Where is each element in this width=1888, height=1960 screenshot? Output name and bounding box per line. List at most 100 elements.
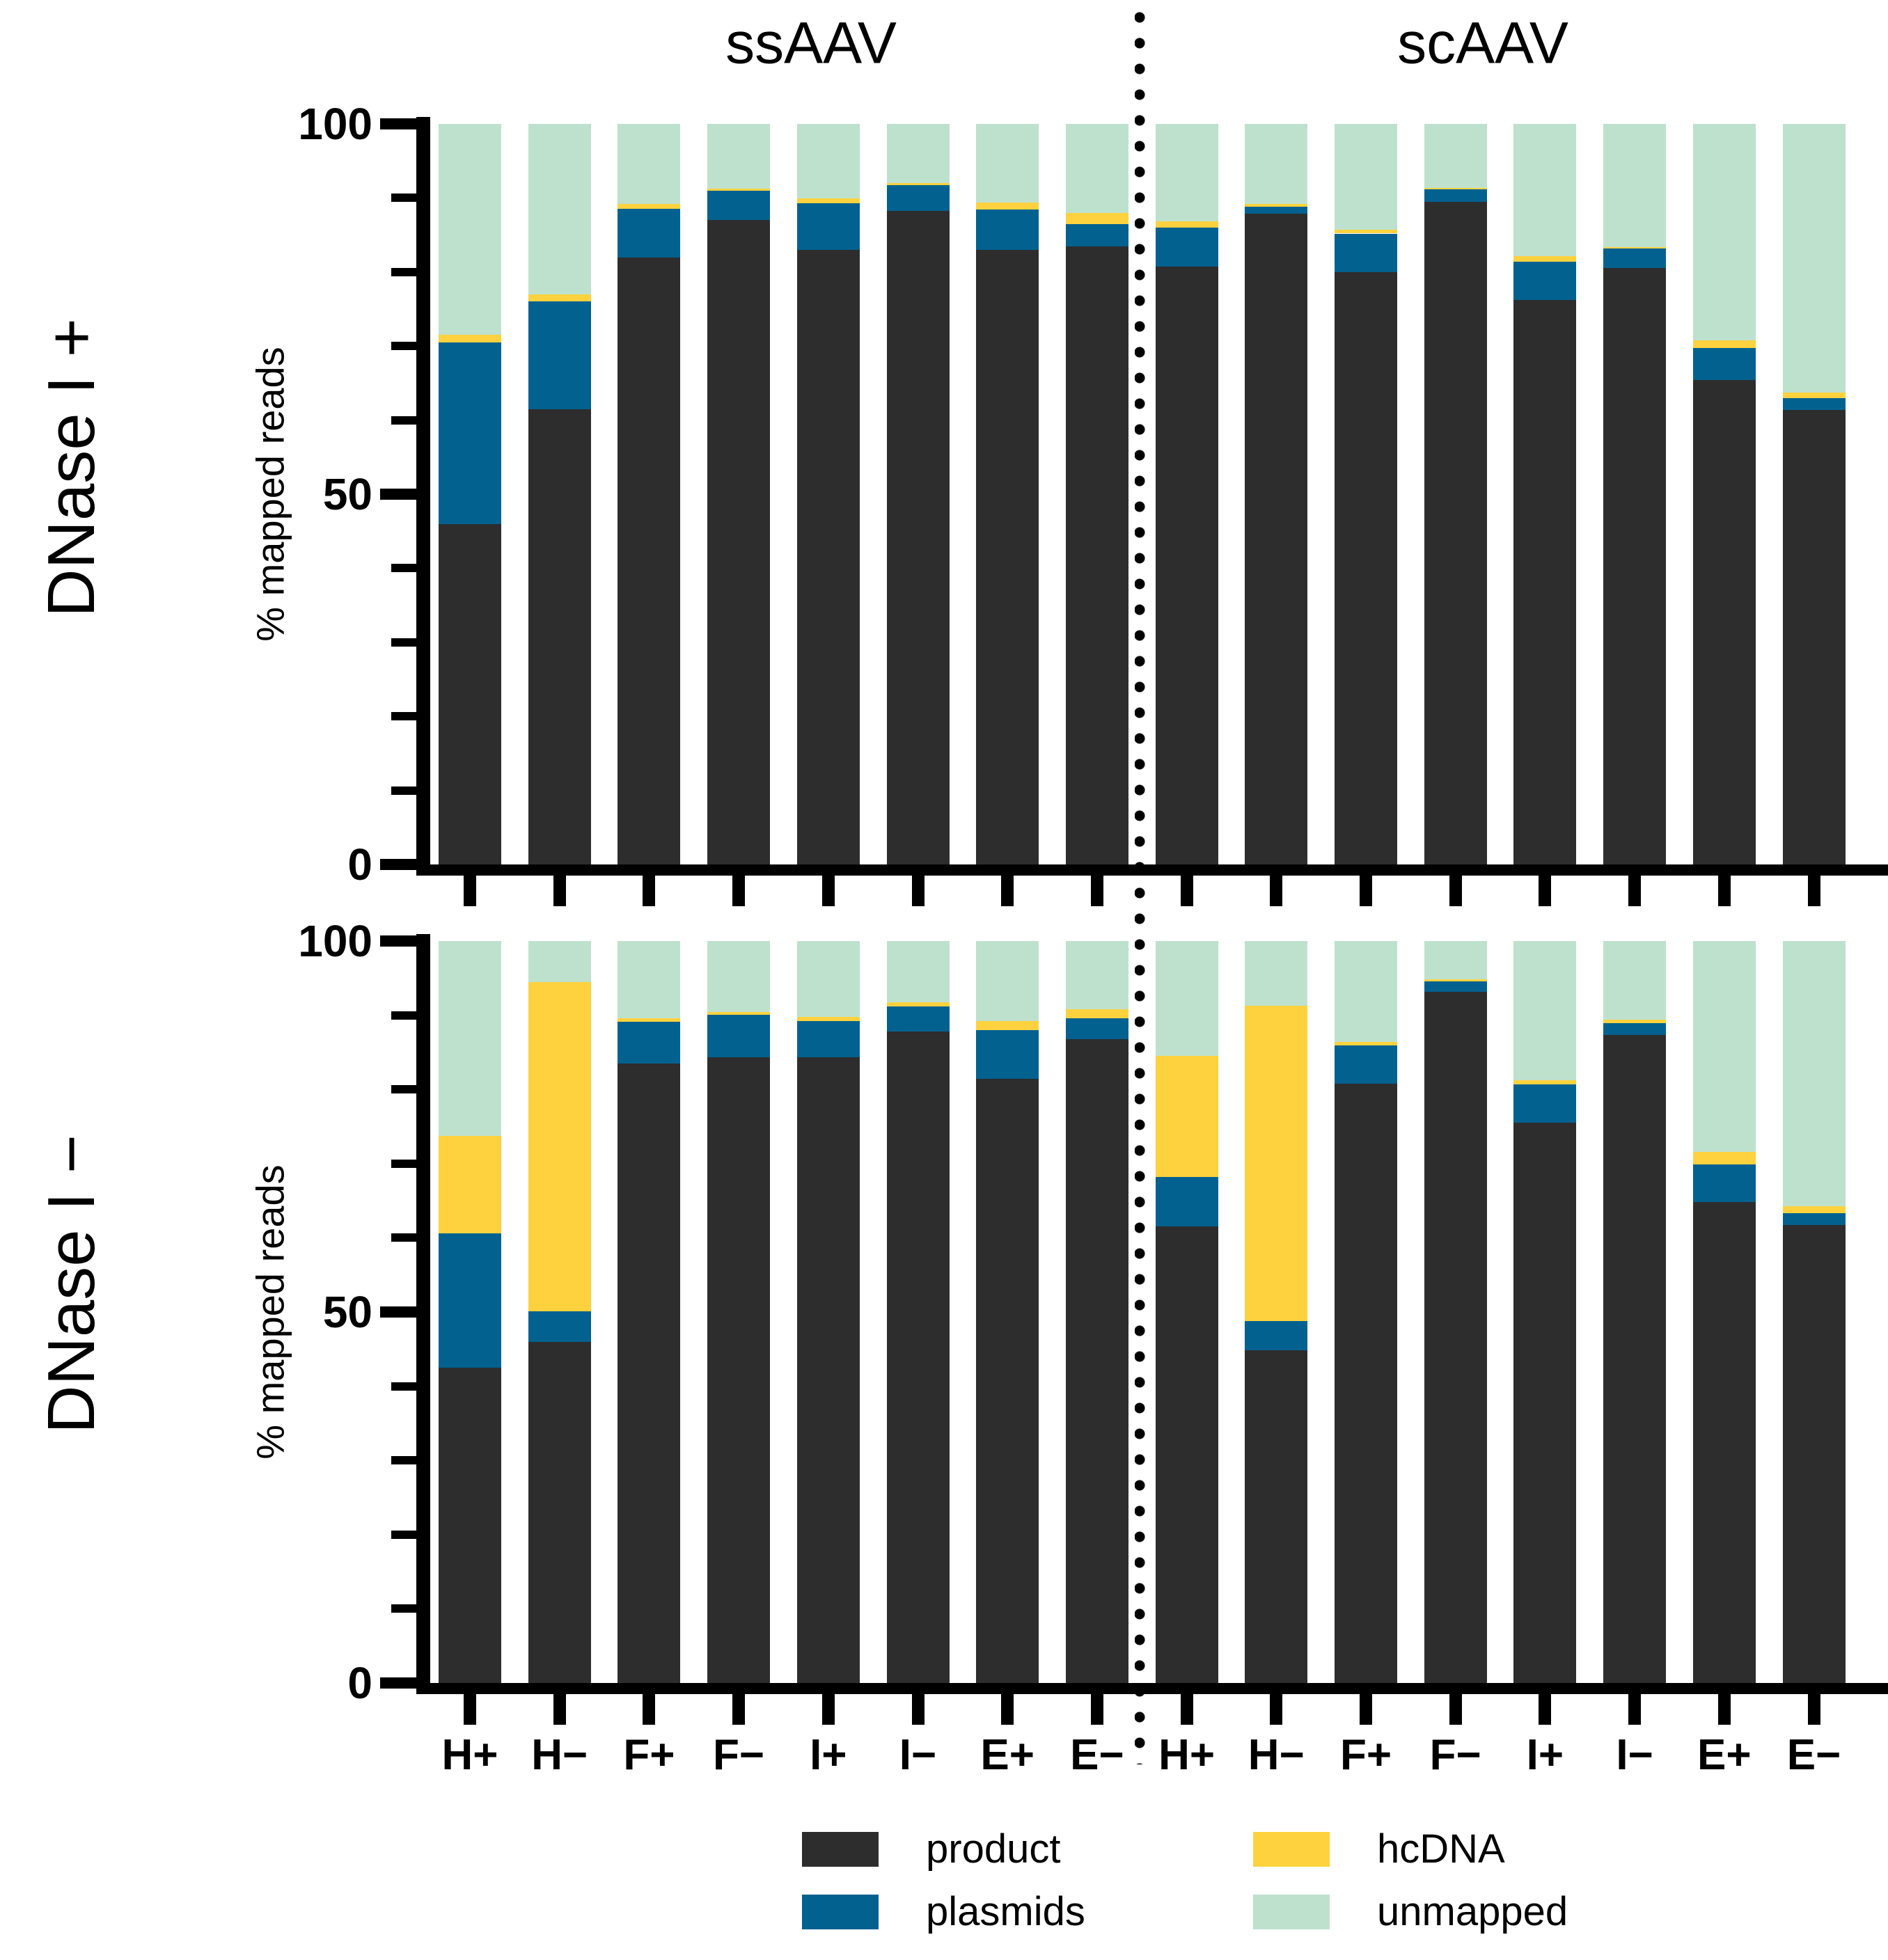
bar-segment-hcDNA [439, 1136, 501, 1234]
stacked-bar-F+-ssAAV [617, 124, 681, 864]
bar-segment-plasmids [1424, 189, 1487, 202]
bar-segment-hcDNA [439, 335, 501, 342]
bar-segment-unmapped [617, 124, 681, 204]
x-axis-tick [553, 1694, 566, 1725]
x-axis-tick [1180, 1694, 1193, 1725]
legend-item-plasmids: plasmids [802, 1892, 1085, 1932]
x-axis-tick [1360, 1694, 1372, 1725]
bar-segment-hcDNA [1335, 1041, 1397, 1046]
stacked-bar-I+-scAAV [1513, 124, 1577, 864]
bar-segment-unmapped [1065, 124, 1128, 213]
x-axis-tick [911, 1694, 925, 1725]
bar-segment-unmapped [528, 941, 591, 982]
x-axis-tick [1360, 876, 1372, 906]
stacked-bar-F−-ssAAV [707, 124, 771, 864]
bar-segment-plasmids [1155, 1177, 1218, 1227]
group-title-scaav: scAAV [1397, 10, 1568, 76]
bar-segment-plasmids [528, 1311, 591, 1342]
row-label-dnase-minus: DNase I − [34, 1135, 109, 1434]
bar-segment-hcDNA [1603, 1020, 1667, 1024]
x-axis-category-label: H+ [441, 1731, 498, 1779]
bar-segment-hcDNA [796, 198, 860, 203]
bar-segment-unmapped [1513, 124, 1577, 257]
x-axis-category-label: I+ [1526, 1731, 1564, 1779]
bar-segment-unmapped [1513, 941, 1577, 1081]
stacked-bar-H+-ssAAV [439, 941, 501, 1683]
stacked-bar-I+-ssAAV [796, 941, 860, 1683]
y-axis-line [416, 117, 430, 876]
bar-segment-plasmids [1692, 1164, 1756, 1203]
stacked-bar-E+-ssAAV [976, 941, 1039, 1683]
y-axis-minor-tick [391, 1085, 416, 1094]
bar-segment-hcDNA [1603, 246, 1667, 248]
x-axis-tick [1807, 1694, 1820, 1725]
x-axis-category-label: E+ [980, 1731, 1035, 1779]
bar-segment-product [1424, 201, 1487, 864]
legend-item-unmapped: unmapped [1253, 1892, 1568, 1932]
legend-swatch-product [802, 1832, 879, 1867]
bar-segment-product [796, 249, 860, 864]
y-axis-minor-tick [391, 342, 416, 351]
bar-segment-plasmids [1245, 207, 1308, 214]
bar-segment-plasmids [976, 1029, 1039, 1080]
stacked-bar-H+-scAAV [1155, 941, 1218, 1683]
bar-segment-plasmids [1065, 223, 1128, 246]
y-axis-minor-tick [391, 1159, 416, 1168]
bar-segment-plasmids [439, 1233, 501, 1368]
bar-segment-product [1692, 1202, 1756, 1683]
bar-segment-hcDNA [1513, 256, 1577, 262]
bar-segment-product [1692, 380, 1756, 864]
bar-segment-plasmids [707, 190, 771, 221]
bar-segment-product [439, 523, 501, 864]
x-axis-tick [1090, 1694, 1103, 1725]
stacked-bar-I+-scAAV [1513, 941, 1577, 1683]
x-axis-tick [643, 876, 656, 906]
bar-segment-product [1424, 991, 1487, 1683]
bar-segment-hcDNA [617, 203, 681, 210]
y-axis-minor-tick [391, 416, 416, 425]
bar-segment-product [796, 1057, 860, 1683]
bar-segment-hcDNA [707, 1012, 771, 1015]
y-axis-major-tick [380, 935, 416, 947]
y-axis-tick-label: 100 [298, 99, 372, 149]
bar-segment-hcDNA [1065, 1009, 1128, 1018]
bar-segment-plasmids [617, 1022, 681, 1064]
y-axis-minor-tick [391, 193, 416, 203]
bar-segment-plasmids [439, 342, 501, 524]
bar-segment-unmapped [439, 124, 501, 335]
bar-segment-hcDNA [1155, 221, 1218, 228]
bar-segment-unmapped [707, 124, 771, 189]
stacked-bar-F+-ssAAV [617, 941, 681, 1683]
bar-segment-plasmids [617, 209, 681, 258]
bar-segment-plasmids [1513, 1084, 1577, 1123]
bar-segment-plasmids [707, 1014, 771, 1058]
bar-segment-hcDNA [886, 183, 950, 186]
bar-segment-plasmids [528, 301, 591, 409]
bar-segment-unmapped [1155, 941, 1218, 1057]
y-axis-tick-label: 0 [347, 839, 372, 890]
x-axis-tick [821, 1694, 835, 1725]
stacked-bar-F−-scAAV [1424, 941, 1487, 1683]
x-axis-tick [1539, 876, 1552, 906]
bar-segment-product [1782, 1225, 1846, 1683]
bar-segment-plasmids [1692, 348, 1756, 381]
bar-segment-hcDNA [1335, 230, 1397, 234]
x-axis-tick [1628, 876, 1642, 906]
bar-segment-hcDNA [976, 1021, 1039, 1030]
bar-segment-product [1513, 300, 1577, 864]
stacked-bar-F−-scAAV [1424, 124, 1487, 864]
x-axis-tick [821, 876, 835, 906]
bar-segment-unmapped [796, 124, 860, 199]
stacked-bar-E+-scAAV [1692, 124, 1756, 864]
y-axis-minor-tick [391, 786, 416, 795]
x-axis-tick [1628, 1694, 1642, 1725]
bar-segment-product [1245, 1350, 1308, 1683]
stacked-bar-I+-ssAAV [796, 124, 860, 864]
legend-label-hcdna: hcDNA [1377, 1826, 1505, 1872]
x-axis-category-label: F− [713, 1731, 765, 1779]
stacked-bar-H−-ssAAV [528, 941, 591, 1683]
x-axis-category-label: I+ [810, 1731, 847, 1779]
bar-segment-plasmids [1603, 1023, 1667, 1036]
bar-segment-plasmids [1782, 1213, 1846, 1226]
bar-segment-hcDNA [1424, 979, 1487, 981]
